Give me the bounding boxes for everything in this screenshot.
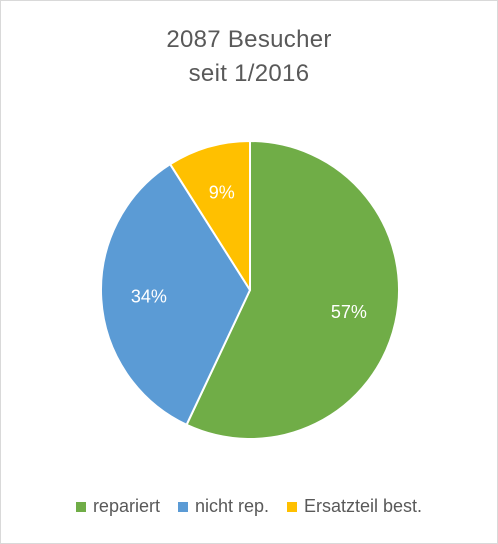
pie-slice-repariert: [185, 140, 400, 440]
legend-item-nicht-rep: nicht rep.: [177, 496, 270, 517]
chart-title-line-2: seit 1/2016: [188, 60, 310, 87]
legend-label-repariert: repariert: [92, 496, 160, 516]
legend-item-repariert: repariert: [75, 496, 160, 517]
legend-item-ersatzteil: Ersatzteil best.: [287, 496, 422, 517]
data-label-repariert: 57%: [331, 302, 367, 322]
legend-swatch-nicht-rep: [177, 501, 188, 512]
legend-label-ersatzteil: Ersatzteil best.: [304, 496, 423, 516]
pie-slice-ersatzteil: [169, 140, 251, 291]
pie-slice-nicht-rep: [100, 163, 251, 426]
chart-title: 2087 Besucher seit 1/2016: [1, 23, 497, 91]
legend: repariert nicht rep. Ersatzteil best.: [1, 496, 497, 517]
chart-title-line-1: 2087 Besucher: [166, 26, 332, 53]
data-label-ersatzteil: 9%: [209, 183, 235, 203]
legend-swatch-ersatzteil: [287, 501, 298, 512]
pie-slices: [100, 140, 400, 440]
data-label-nicht-rep: 34%: [131, 286, 167, 306]
legend-label-nicht-rep: nicht rep.: [194, 496, 270, 516]
legend-swatch-repariert: [75, 501, 86, 512]
pie-data-labels: 57% 34% 9%: [131, 183, 367, 322]
